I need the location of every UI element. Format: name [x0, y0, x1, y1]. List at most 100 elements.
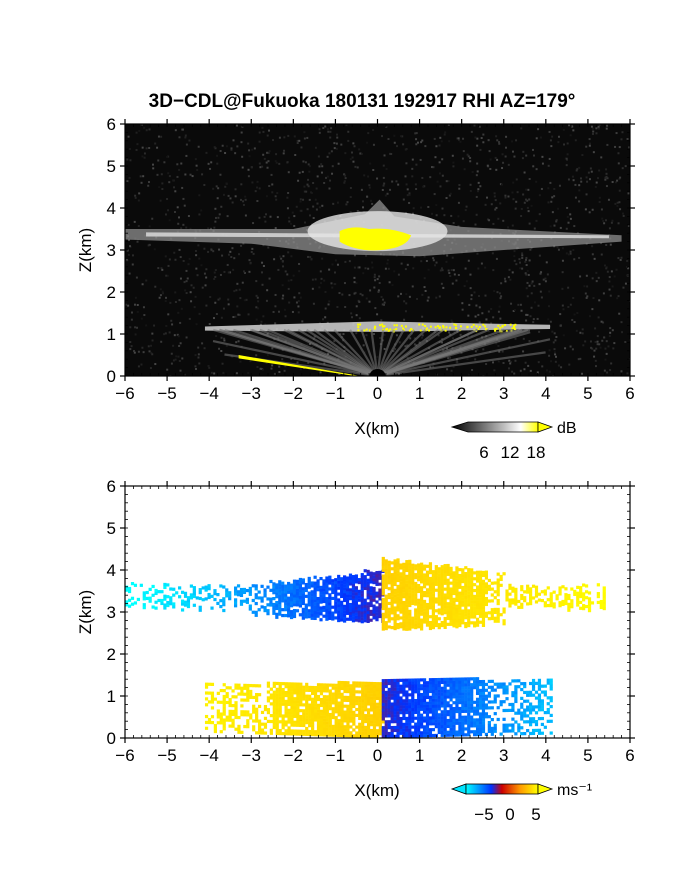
velocity-pixel: [369, 574, 373, 578]
reflectivity-noise-pixel: [574, 196, 577, 199]
velocity-pixel: [599, 605, 603, 610]
velocity-pixel: [437, 686, 441, 690]
velocity-pixel: [508, 604, 512, 608]
velocity-pixel: [399, 699, 403, 703]
velocity-pixel: [284, 705, 288, 709]
velocity-pixel: [546, 603, 550, 608]
velocity-pixel: [467, 573, 471, 578]
reflectivity-noise-pixel: [351, 316, 354, 319]
velocity-pixel: [378, 573, 382, 577]
velocity-pixel: [417, 586, 421, 591]
velocity-pixel: [345, 602, 350, 607]
velocity-pixel: [422, 576, 427, 580]
velocity-pixel: [142, 606, 146, 610]
velocity-pixel: [408, 580, 412, 584]
velocity-pixel: [272, 696, 276, 700]
reflectivity-noise-pixel: [532, 165, 535, 168]
reflectivity-noise-pixel: [331, 286, 334, 289]
reflectivity-noise-pixel: [362, 206, 365, 209]
reflectivity-noise-pixel: [172, 179, 175, 182]
reflectivity-noise-pixel: [186, 277, 189, 280]
reflectivity-noise-pixel: [578, 189, 581, 192]
reflectivity-noise-pixel: [424, 145, 427, 148]
reflectivity-noise-pixel: [167, 313, 170, 316]
velocity-pixel: [360, 617, 364, 621]
velocity-pixel: [475, 611, 480, 616]
velocity-pixel: [399, 716, 403, 721]
reflectivity-noise-pixel: [291, 310, 294, 313]
reflectivity-noise-pixel: [494, 156, 497, 159]
velocity-pixel: [399, 566, 403, 570]
reflectivity-noise-pixel: [174, 291, 177, 294]
velocity-pixel: [266, 711, 271, 715]
velocity-pixel: [440, 623, 444, 628]
reflectivity-noise-pixel: [567, 178, 570, 181]
velocity-pixel: [431, 581, 435, 586]
velocity-pixel: [411, 622, 415, 626]
velocity-pixel: [443, 599, 447, 603]
reflectivity-noise-pixel: [195, 164, 198, 167]
velocity-pixel: [420, 713, 424, 717]
velocity-pixel: [405, 604, 409, 608]
velocity-pixel: [381, 627, 385, 631]
velocity-pixel: [313, 599, 317, 603]
velocity-pixel: [496, 587, 500, 591]
reflectivity-noise-pixel: [493, 195, 496, 198]
reflectivity-noise-pixel: [224, 152, 227, 155]
velocity-pixel: [243, 692, 247, 696]
reflectivity-noise-pixel: [181, 128, 184, 131]
reflectivity-noise-pixel: [180, 307, 183, 310]
reflectivity-noise-pixel: [382, 339, 385, 342]
velocity-pixel: [417, 684, 421, 688]
velocity-pixel: [458, 730, 462, 734]
velocity-pixel: [499, 574, 503, 579]
velocity-pixel: [345, 591, 350, 595]
velocity-pixel: [293, 697, 297, 701]
velocity-pixel: [402, 722, 406, 726]
reflectivity-noise-pixel: [180, 227, 183, 230]
reflectivity-noise-pixel: [265, 161, 268, 164]
reflectivity-noise-pixel: [227, 194, 230, 197]
reflectivity-noise-pixel: [235, 341, 238, 344]
reflectivity-noise-pixel: [284, 365, 287, 368]
reflectivity-noise-pixel: [627, 192, 630, 195]
reflectivity-noise-pixel: [358, 266, 361, 269]
velocity-pixel: [582, 598, 586, 602]
velocity-pixel: [464, 697, 468, 702]
velocity-pixel: [446, 704, 450, 708]
velocity-pixel: [325, 727, 329, 731]
reflectivity-noise-pixel: [450, 269, 453, 272]
reflectivity-noise-pixel: [496, 139, 499, 142]
velocity-pixel: [402, 574, 406, 578]
velocity-pixel: [281, 590, 285, 594]
velocity-pixel: [458, 606, 462, 610]
reflectivity-noise-pixel: [156, 173, 159, 176]
reflectivity-noise-pixel: [243, 299, 246, 302]
velocity-pixel: [417, 607, 421, 611]
velocity-pixel: [455, 695, 459, 699]
reflectivity-noise-pixel: [147, 181, 150, 184]
velocity-pixel: [564, 587, 568, 591]
velocity-pixel: [449, 619, 453, 623]
reflectivity-noise-pixel: [230, 256, 233, 259]
velocity-pixel: [263, 725, 268, 729]
velocity-pixel: [420, 606, 424, 610]
reflectivity-noise-pixel: [426, 299, 429, 302]
velocity-pixel: [443, 575, 447, 580]
velocity-pixel: [349, 716, 353, 720]
reflectivity-noise-pixel: [504, 196, 507, 199]
velocity-pixel: [387, 575, 391, 579]
velocity-pixel: [299, 709, 303, 713]
velocity-pixel: [328, 610, 332, 615]
velocity-pixel: [582, 592, 586, 596]
reflectivity-noise-pixel: [464, 209, 467, 212]
velocity-pixel: [260, 731, 265, 735]
velocity-pixel: [360, 584, 364, 589]
velocity-pixel: [278, 583, 282, 587]
reflectivity-noise-pixel: [525, 188, 528, 191]
velocity-pixel: [369, 720, 374, 724]
reflectivity-noise-pixel: [567, 253, 570, 256]
reflectivity-noise-pixel: [132, 350, 135, 353]
velocity-pixel: [366, 569, 370, 574]
reflectivity-noise-pixel: [192, 286, 195, 289]
